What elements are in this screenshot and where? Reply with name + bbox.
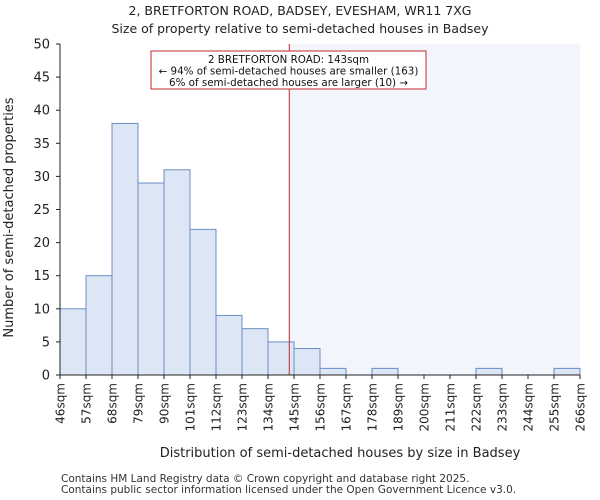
y-tick-label: 15: [33, 269, 50, 284]
y-tick-label: 0: [42, 369, 50, 384]
x-tick-label: 134sqm: [262, 383, 276, 431]
histogram-bar: [215, 314, 243, 376]
chart-subtitle: Size of property relative to semi-detach…: [111, 21, 489, 36]
x-tick-label: 167sqm: [340, 383, 354, 431]
x-tick-label: 200sqm: [418, 383, 432, 431]
x-tick-label: 156sqm: [314, 383, 328, 431]
histogram-bar: [59, 308, 87, 376]
y-tick-label: 20: [33, 236, 50, 251]
y-tick-label: 35: [33, 137, 50, 152]
x-axis-label: Distribution of semi-detached houses by …: [160, 446, 521, 461]
footer-licence: Contains public sector information licen…: [61, 484, 517, 496]
histogram-bar: [267, 341, 295, 376]
larger-region-shade: [289, 44, 580, 375]
y-axis-label: Number of semi-detached properties: [2, 97, 17, 337]
chart-title: 2, BRETFORTON ROAD, BADSEY, EVESHAM, WR1…: [128, 3, 472, 18]
x-tick-label: 244sqm: [522, 383, 536, 431]
x-tick-label: 255sqm: [548, 383, 562, 431]
annotation-title: 2 BRETFORTON ROAD: 143sqm: [208, 54, 369, 66]
histogram-bar: [111, 122, 139, 376]
y-tick-label: 25: [33, 203, 50, 218]
y-tick-label: 5: [42, 335, 50, 350]
x-tick-label: 211sqm: [444, 383, 458, 431]
x-tick-label: 123sqm: [236, 383, 250, 431]
y-tick-label: 50: [33, 38, 50, 53]
histogram-bar: [319, 367, 347, 376]
x-tick-label: 68sqm: [106, 383, 120, 424]
x-tick-label: 90sqm: [158, 383, 172, 424]
x-tick-label: 46sqm: [54, 383, 68, 424]
annotation-box: [150, 50, 427, 90]
x-tick-label: 145sqm: [288, 383, 302, 431]
histogram-bar: [475, 367, 503, 376]
y-tick-label: 10: [33, 302, 50, 317]
histogram-bar: [553, 367, 581, 376]
y-tick-label: 40: [33, 104, 50, 119]
x-tick-label: 222sqm: [470, 383, 484, 431]
x-tick-label: 266sqm: [574, 383, 588, 431]
x-tick-label: 101sqm: [184, 383, 198, 431]
histogram-bar: [293, 348, 321, 376]
annotation-smaller: ← 94% of semi-detached houses are smalle…: [159, 66, 419, 78]
y-tick-label: 30: [33, 170, 50, 185]
histogram-bar: [85, 275, 113, 376]
y-tick-label: 45: [33, 71, 50, 86]
histogram-bar: [189, 228, 217, 376]
x-tick-label: 189sqm: [392, 383, 406, 431]
x-tick-label: 79sqm: [132, 383, 146, 424]
annotation-larger: 6% of semi-detached houses are larger (1…: [169, 77, 408, 89]
histogram-bar: [241, 328, 269, 376]
x-tick-label: 112sqm: [210, 383, 224, 431]
histogram-bar: [371, 367, 399, 376]
footer-copyright: Contains HM Land Registry data © Crown c…: [61, 473, 470, 485]
x-tick-label: 57sqm: [80, 383, 94, 424]
histogram-bar: [163, 169, 191, 376]
histogram-bar: [137, 182, 165, 376]
x-tick-label: 178sqm: [366, 383, 380, 431]
x-tick-label: 233sqm: [496, 383, 510, 431]
